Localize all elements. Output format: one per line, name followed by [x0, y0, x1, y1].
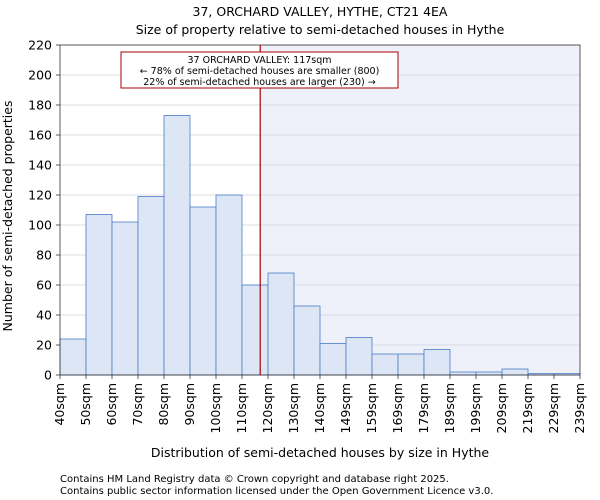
annotation-title: 37 ORCHARD VALLEY: 117sqm — [187, 55, 331, 66]
x-tick-label-179sqm: 179sqm — [416, 383, 431, 433]
bar-60sqm — [111, 221, 139, 376]
x-tick-label-120sqm: 120sqm — [260, 383, 275, 433]
bar-209sqm — [501, 368, 529, 376]
x-tick-label-90sqm: 90sqm — [182, 383, 197, 426]
bar-189sqm — [449, 371, 477, 376]
y-axis-label: Number of semi-detached properties — [0, 101, 15, 332]
y-tick-label-7: 140 — [28, 158, 52, 173]
bar-130sqm — [293, 305, 321, 376]
y-tick-label-5: 100 — [28, 218, 52, 233]
x-tick-label-209sqm: 209sqm — [494, 383, 509, 433]
y-tick-label-10: 200 — [28, 68, 52, 83]
y-tick-label-6: 120 — [28, 188, 52, 203]
y-tick-label-11: 220 — [28, 38, 52, 53]
x-tick-label-169sqm: 169sqm — [390, 383, 405, 433]
bar-110sqm — [241, 284, 269, 376]
bar-140sqm — [319, 343, 347, 376]
annotation-larger: 22% of semi-detached houses are larger (… — [143, 77, 376, 88]
bar-120sqm — [267, 272, 295, 376]
plot-area: 0 20 40 60 80 100 120 140 160 180 200 220 40sqm 50sqm… — [28, 38, 587, 434]
x-tick-label-199sqm: 199sqm — [468, 383, 483, 433]
footer-line-2: Contains public sector information licen… — [60, 486, 493, 497]
x-tick-label-50sqm: 50sqm — [78, 383, 93, 426]
annotation-smaller: ← 78% of semi-detached houses are smalle… — [140, 66, 380, 77]
bar-199sqm — [475, 371, 503, 376]
bar-50sqm — [85, 214, 113, 376]
bar-100sqm — [215, 194, 243, 376]
bar-40sqm — [59, 338, 87, 376]
x-tick-label-159sqm: 159sqm — [364, 383, 379, 433]
bar-90sqm — [189, 206, 217, 376]
chart-title: 37, ORCHARD VALLEY, HYTHE, CT21 4EA — [193, 4, 448, 19]
x-tick-label-80sqm: 80sqm — [156, 383, 171, 426]
x-tick-label-40sqm: 40sqm — [52, 383, 67, 426]
x-tick-label-239sqm: 239sqm — [572, 383, 587, 433]
y-tick-label-3: 60 — [36, 278, 52, 293]
x-tick-label-149sqm: 149sqm — [338, 383, 353, 433]
x-tick-label-70sqm: 70sqm — [130, 383, 145, 426]
x-tick-label-229sqm: 229sqm — [546, 383, 561, 433]
x-tick-label-110sqm: 110sqm — [234, 383, 249, 433]
bar-80sqm — [163, 115, 191, 376]
chart-subtitle: Size of property relative to semi-detach… — [136, 22, 505, 37]
x-tick-label-219sqm: 219sqm — [520, 383, 535, 433]
y-tick-label-9: 180 — [28, 98, 52, 113]
x-tick-label-100sqm: 100sqm — [208, 383, 223, 433]
x-axis-label: Distribution of semi-detached houses by … — [151, 445, 490, 460]
annotation-box — [120, 51, 399, 89]
bar-159sqm — [371, 353, 399, 376]
bar-169sqm — [397, 353, 425, 376]
x-tick-label-140sqm: 140sqm — [312, 383, 327, 433]
y-tick-label-4: 80 — [36, 248, 52, 263]
bar-70sqm — [137, 196, 165, 376]
y-tick-label-0: 0 — [44, 368, 52, 383]
y-tick-label-1: 20 — [36, 338, 52, 353]
x-tick-label-130sqm: 130sqm — [286, 383, 301, 433]
x-tick-label-60sqm: 60sqm — [104, 383, 119, 426]
bar-179sqm — [423, 349, 451, 376]
x-tick-label-189sqm: 189sqm — [442, 383, 457, 433]
y-tick-label-8: 160 — [28, 128, 52, 143]
bar-149sqm — [345, 337, 373, 376]
y-tick-label-2: 40 — [36, 308, 52, 323]
footer-line-1: Contains HM Land Registry data © Crown c… — [60, 474, 449, 485]
